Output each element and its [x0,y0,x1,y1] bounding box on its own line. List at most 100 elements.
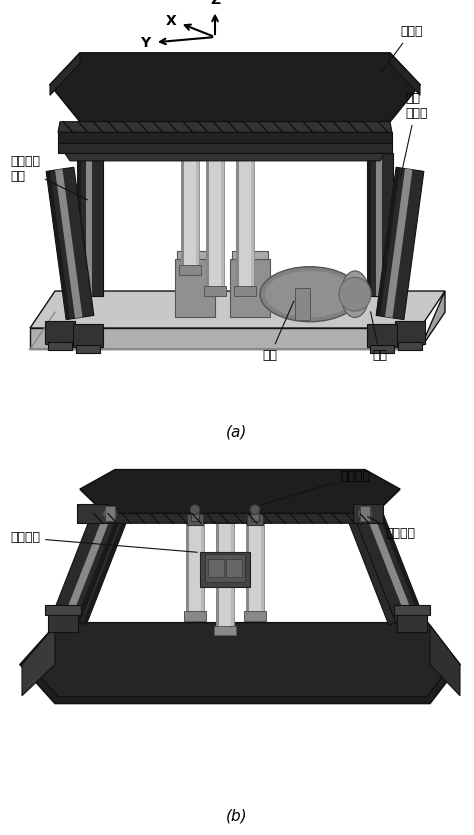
Polygon shape [73,518,119,622]
Ellipse shape [190,504,200,514]
Polygon shape [367,514,411,618]
Bar [186,519,204,616]
Polygon shape [349,514,411,625]
Ellipse shape [265,271,355,317]
Bar [246,519,264,616]
Polygon shape [63,518,109,622]
Text: 伸缩限位
机构: 伸缩限位 机构 [10,155,88,200]
Polygon shape [46,171,70,320]
Bar [105,506,115,521]
Ellipse shape [103,509,117,519]
Polygon shape [30,291,445,328]
Bar [175,260,215,317]
Polygon shape [379,514,423,617]
Bar [177,250,213,260]
Bar [249,519,261,616]
Bar [181,138,184,270]
Polygon shape [58,143,392,154]
Bar [179,132,201,143]
Text: X: X [165,14,176,28]
Text: 浮动接头: 浮动接头 [367,517,415,539]
Text: Y: Y [140,37,150,50]
Ellipse shape [260,266,360,321]
Bar [236,143,239,291]
Bar [200,553,250,586]
Bar [184,514,206,524]
Bar [189,519,201,616]
Bar [209,138,221,291]
Text: 基座: 基座 [371,311,388,362]
Polygon shape [376,154,382,296]
Bar [251,506,259,521]
Polygon shape [77,154,81,296]
Bar [214,625,236,635]
Bar [48,613,78,632]
Bar [247,514,263,525]
Bar [226,559,242,577]
Bar [77,504,107,524]
Bar [232,250,268,260]
Polygon shape [367,154,393,296]
Polygon shape [357,514,423,625]
Bar [367,324,397,347]
Bar [73,324,103,347]
Bar [208,559,224,577]
Polygon shape [82,521,126,625]
Polygon shape [80,469,400,514]
Bar [45,321,75,344]
Polygon shape [50,53,80,95]
Ellipse shape [250,504,260,514]
Bar [236,143,254,291]
Bar [353,504,383,524]
Polygon shape [20,625,460,703]
Polygon shape [74,522,118,625]
Text: Z: Z [210,0,220,8]
Polygon shape [368,517,415,621]
Polygon shape [22,625,55,696]
Bar [206,138,224,291]
Polygon shape [55,169,82,318]
Polygon shape [30,328,420,349]
Bar [184,611,206,620]
Polygon shape [50,53,420,122]
Bar [246,519,250,616]
Bar [295,288,310,320]
Polygon shape [430,625,460,696]
Bar [230,260,270,317]
Bar [234,138,256,148]
Bar [179,265,201,276]
Polygon shape [385,169,412,318]
Text: (a): (a) [226,424,248,439]
Bar [234,286,256,296]
Bar [360,506,370,521]
Polygon shape [65,154,385,161]
Polygon shape [420,291,445,349]
Polygon shape [58,122,392,132]
Bar [394,605,430,615]
Bar [184,138,196,270]
Polygon shape [58,132,392,143]
Ellipse shape [339,277,371,311]
Text: 十字铰链: 十字铰链 [261,470,370,505]
Polygon shape [367,154,371,296]
Polygon shape [358,517,404,621]
Bar [395,321,425,344]
Bar [219,519,231,630]
Text: (b): (b) [226,808,248,823]
Polygon shape [25,623,455,696]
Polygon shape [52,514,118,625]
Bar [244,611,266,620]
Text: 滑动导轨: 滑动导轨 [10,531,197,552]
Ellipse shape [358,509,372,519]
Bar [214,514,236,524]
Polygon shape [88,514,372,524]
Polygon shape [86,154,92,296]
Bar [181,138,199,270]
Bar [239,143,251,291]
Bar [205,554,245,582]
Text: 气囊: 气囊 [263,301,294,362]
Bar [398,342,422,351]
Bar [206,138,210,291]
Ellipse shape [341,271,369,317]
Bar [216,519,234,630]
